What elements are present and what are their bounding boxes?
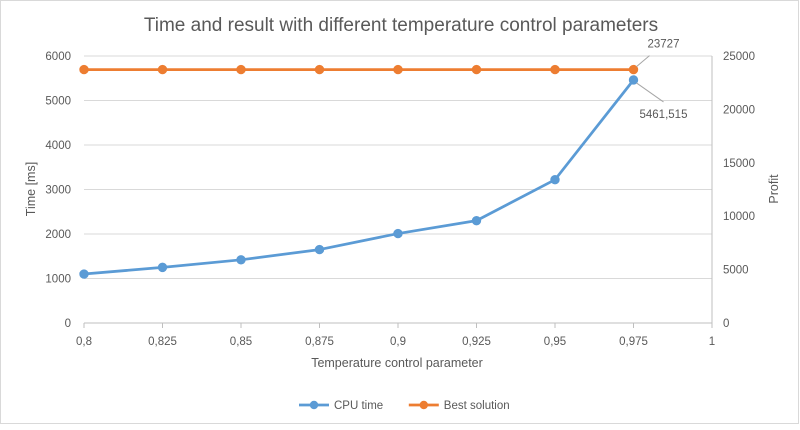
y-left-tick-label: 6000 bbox=[45, 51, 71, 63]
data-label-text: 23727 bbox=[648, 39, 680, 51]
cpu-time-marker bbox=[157, 262, 168, 273]
best-solution-marker bbox=[157, 64, 168, 75]
cpu-time-marker bbox=[393, 228, 403, 239]
best-solution-marker bbox=[471, 64, 482, 75]
annotations: 23727 5461,515 bbox=[636, 39, 688, 121]
legend-label: CPU time bbox=[334, 400, 383, 412]
chart-title: Time and result with different temperatu… bbox=[144, 15, 658, 36]
x-tick-label: 1 bbox=[709, 336, 715, 348]
right-axis-ticks: 0 5000 10000 15000 20000 25000 bbox=[723, 51, 755, 330]
x-tick-label: 0,8 bbox=[76, 336, 92, 348]
cpu-time-marker bbox=[628, 75, 639, 85]
y-right-tick-label: 15000 bbox=[723, 158, 755, 170]
leader-line bbox=[636, 82, 664, 103]
x-tick-label: 0,85 bbox=[230, 336, 252, 348]
legend: CPU time Best solution bbox=[299, 400, 510, 412]
y-left-tick-label: 4000 bbox=[45, 140, 71, 152]
best-solution-marker bbox=[393, 64, 403, 75]
y-right-tick-label: 0 bbox=[723, 318, 729, 330]
cpu-time-marker bbox=[471, 215, 482, 226]
y-left-tick-label: 0 bbox=[65, 318, 71, 330]
leader-line bbox=[636, 55, 650, 67]
y-axis-right-label: Profit bbox=[767, 174, 781, 204]
x-tick-label: 0,875 bbox=[305, 336, 334, 348]
x-tick-label: 0,975 bbox=[619, 336, 648, 348]
best-solution-marker bbox=[314, 64, 325, 75]
series-layer bbox=[79, 64, 639, 279]
x-axis-label: Temperature control parameter bbox=[311, 356, 483, 370]
legend-swatch-marker bbox=[419, 400, 428, 410]
cpu-time-marker bbox=[236, 255, 246, 265]
cpu-time-marker bbox=[314, 244, 325, 255]
series-cpu-time bbox=[79, 75, 639, 279]
x-tick-label: 0,9 bbox=[390, 336, 406, 348]
axes bbox=[83, 56, 713, 328]
data-label-text: 5461,515 bbox=[640, 109, 688, 121]
gridlines bbox=[84, 55, 712, 279]
y-left-tick-label: 3000 bbox=[45, 185, 71, 197]
x-tick-label: 0,95 bbox=[544, 336, 566, 348]
legend-swatch-marker bbox=[309, 400, 319, 410]
y-left-tick-label: 2000 bbox=[45, 229, 71, 241]
x-tick-label: 0,925 bbox=[462, 336, 491, 348]
legend-label: Best solution bbox=[444, 400, 510, 412]
y-right-tick-label: 20000 bbox=[723, 104, 755, 116]
cpu-time-marker bbox=[79, 269, 89, 279]
data-label-cpu-time: 5461,515 bbox=[636, 82, 688, 121]
cpu-time-line bbox=[82, 78, 635, 276]
legend-item-best-solution: Best solution bbox=[408, 400, 510, 412]
left-axis-ticks: 0 1000 2000 3000 4000 5000 6000 bbox=[45, 51, 71, 330]
best-solution-marker bbox=[236, 64, 246, 75]
best-solution-marker bbox=[628, 64, 639, 75]
x-axis-ticks: 0,8 0,825 0,85 0,875 0,9 0,925 0,95 0,975 1 bbox=[76, 336, 715, 348]
series-best-solution bbox=[79, 64, 639, 75]
y-left-tick-label: 5000 bbox=[45, 96, 71, 108]
cpu-time-marker bbox=[550, 175, 560, 185]
y-right-tick-label: 10000 bbox=[723, 211, 755, 223]
y-left-tick-label: 1000 bbox=[45, 274, 71, 286]
best-solution-marker bbox=[79, 64, 89, 75]
best-solution-marker bbox=[550, 64, 560, 75]
legend-item-cpu-time: CPU time bbox=[299, 400, 383, 412]
y-right-tick-label: 5000 bbox=[723, 265, 749, 277]
y-axis-left-label: Time [ms] bbox=[24, 162, 38, 216]
data-label-best-solution: 23727 bbox=[636, 39, 680, 67]
y-right-tick-label: 25000 bbox=[723, 51, 755, 63]
x-tick-label: 0,825 bbox=[148, 336, 177, 348]
